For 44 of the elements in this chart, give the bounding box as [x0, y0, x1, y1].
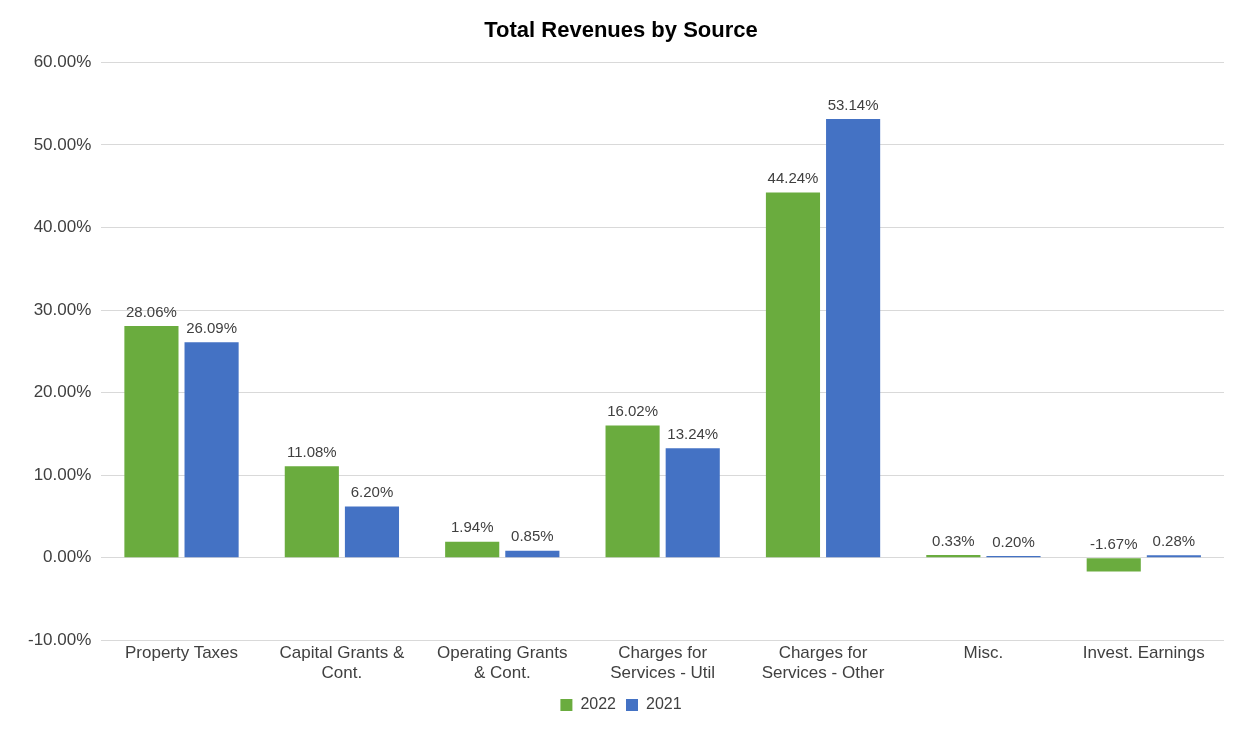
data-label: 0.20%: [992, 532, 1035, 550]
legend-label: 2022: [580, 695, 617, 713]
y-tick-label: 60.00%: [33, 52, 92, 72]
data-label: 0.33%: [932, 531, 975, 549]
legend-label: 2021: [646, 695, 682, 713]
y-tick-label: 50.00%: [33, 134, 92, 154]
x-tick-label: Property Taxes: [124, 643, 239, 663]
bar: [184, 342, 239, 558]
data-label: 11.08%: [286, 442, 337, 460]
x-tick-label: Invest. Earnings: [1082, 643, 1205, 663]
data-label: 13.24%: [667, 425, 719, 443]
y-tick-label: 0.00%: [43, 547, 92, 567]
bar: [605, 425, 660, 558]
x-tick-label: Charges for Services - Other: [761, 643, 885, 683]
bar: [765, 192, 821, 558]
bar: [505, 550, 560, 558]
data-label: 44.24%: [767, 169, 819, 187]
y-tick-label: 20.00%: [33, 382, 92, 402]
x-tick-label: Operating Grants & Cont.: [437, 643, 568, 683]
data-label: 1.94%: [450, 518, 494, 536]
bar: [284, 466, 339, 558]
data-label: 53.14%: [827, 95, 879, 113]
bar: [665, 448, 720, 558]
bar: [124, 326, 179, 558]
bar: [926, 554, 981, 558]
y-tick-label: 40.00%: [33, 217, 92, 237]
bar: [1086, 558, 1141, 572]
data-label: 28.06%: [126, 302, 177, 320]
x-tick-label: Capital Grants & Cont.: [279, 643, 405, 683]
y-tick-label: 10.00%: [33, 464, 92, 484]
y-tick-label: -10.00%: [27, 629, 92, 649]
y-tick-label: 30.00%: [33, 299, 92, 319]
x-tick-label: Charges for Services - Util: [610, 643, 716, 683]
bar: [344, 506, 400, 558]
bar: [445, 541, 500, 558]
chart-title: Total Revenues by Source: [484, 17, 758, 43]
data-label: 0.85%: [511, 527, 554, 545]
data-label: 6.20%: [350, 483, 394, 501]
data-label: 16.02%: [607, 402, 659, 420]
bar: [826, 119, 881, 558]
data-label: 26.09%: [186, 318, 238, 336]
data-label: 0.28%: [1152, 531, 1196, 549]
x-tick-label: Misc.: [963, 643, 1004, 663]
data-label: -1.67%: [1089, 534, 1138, 552]
